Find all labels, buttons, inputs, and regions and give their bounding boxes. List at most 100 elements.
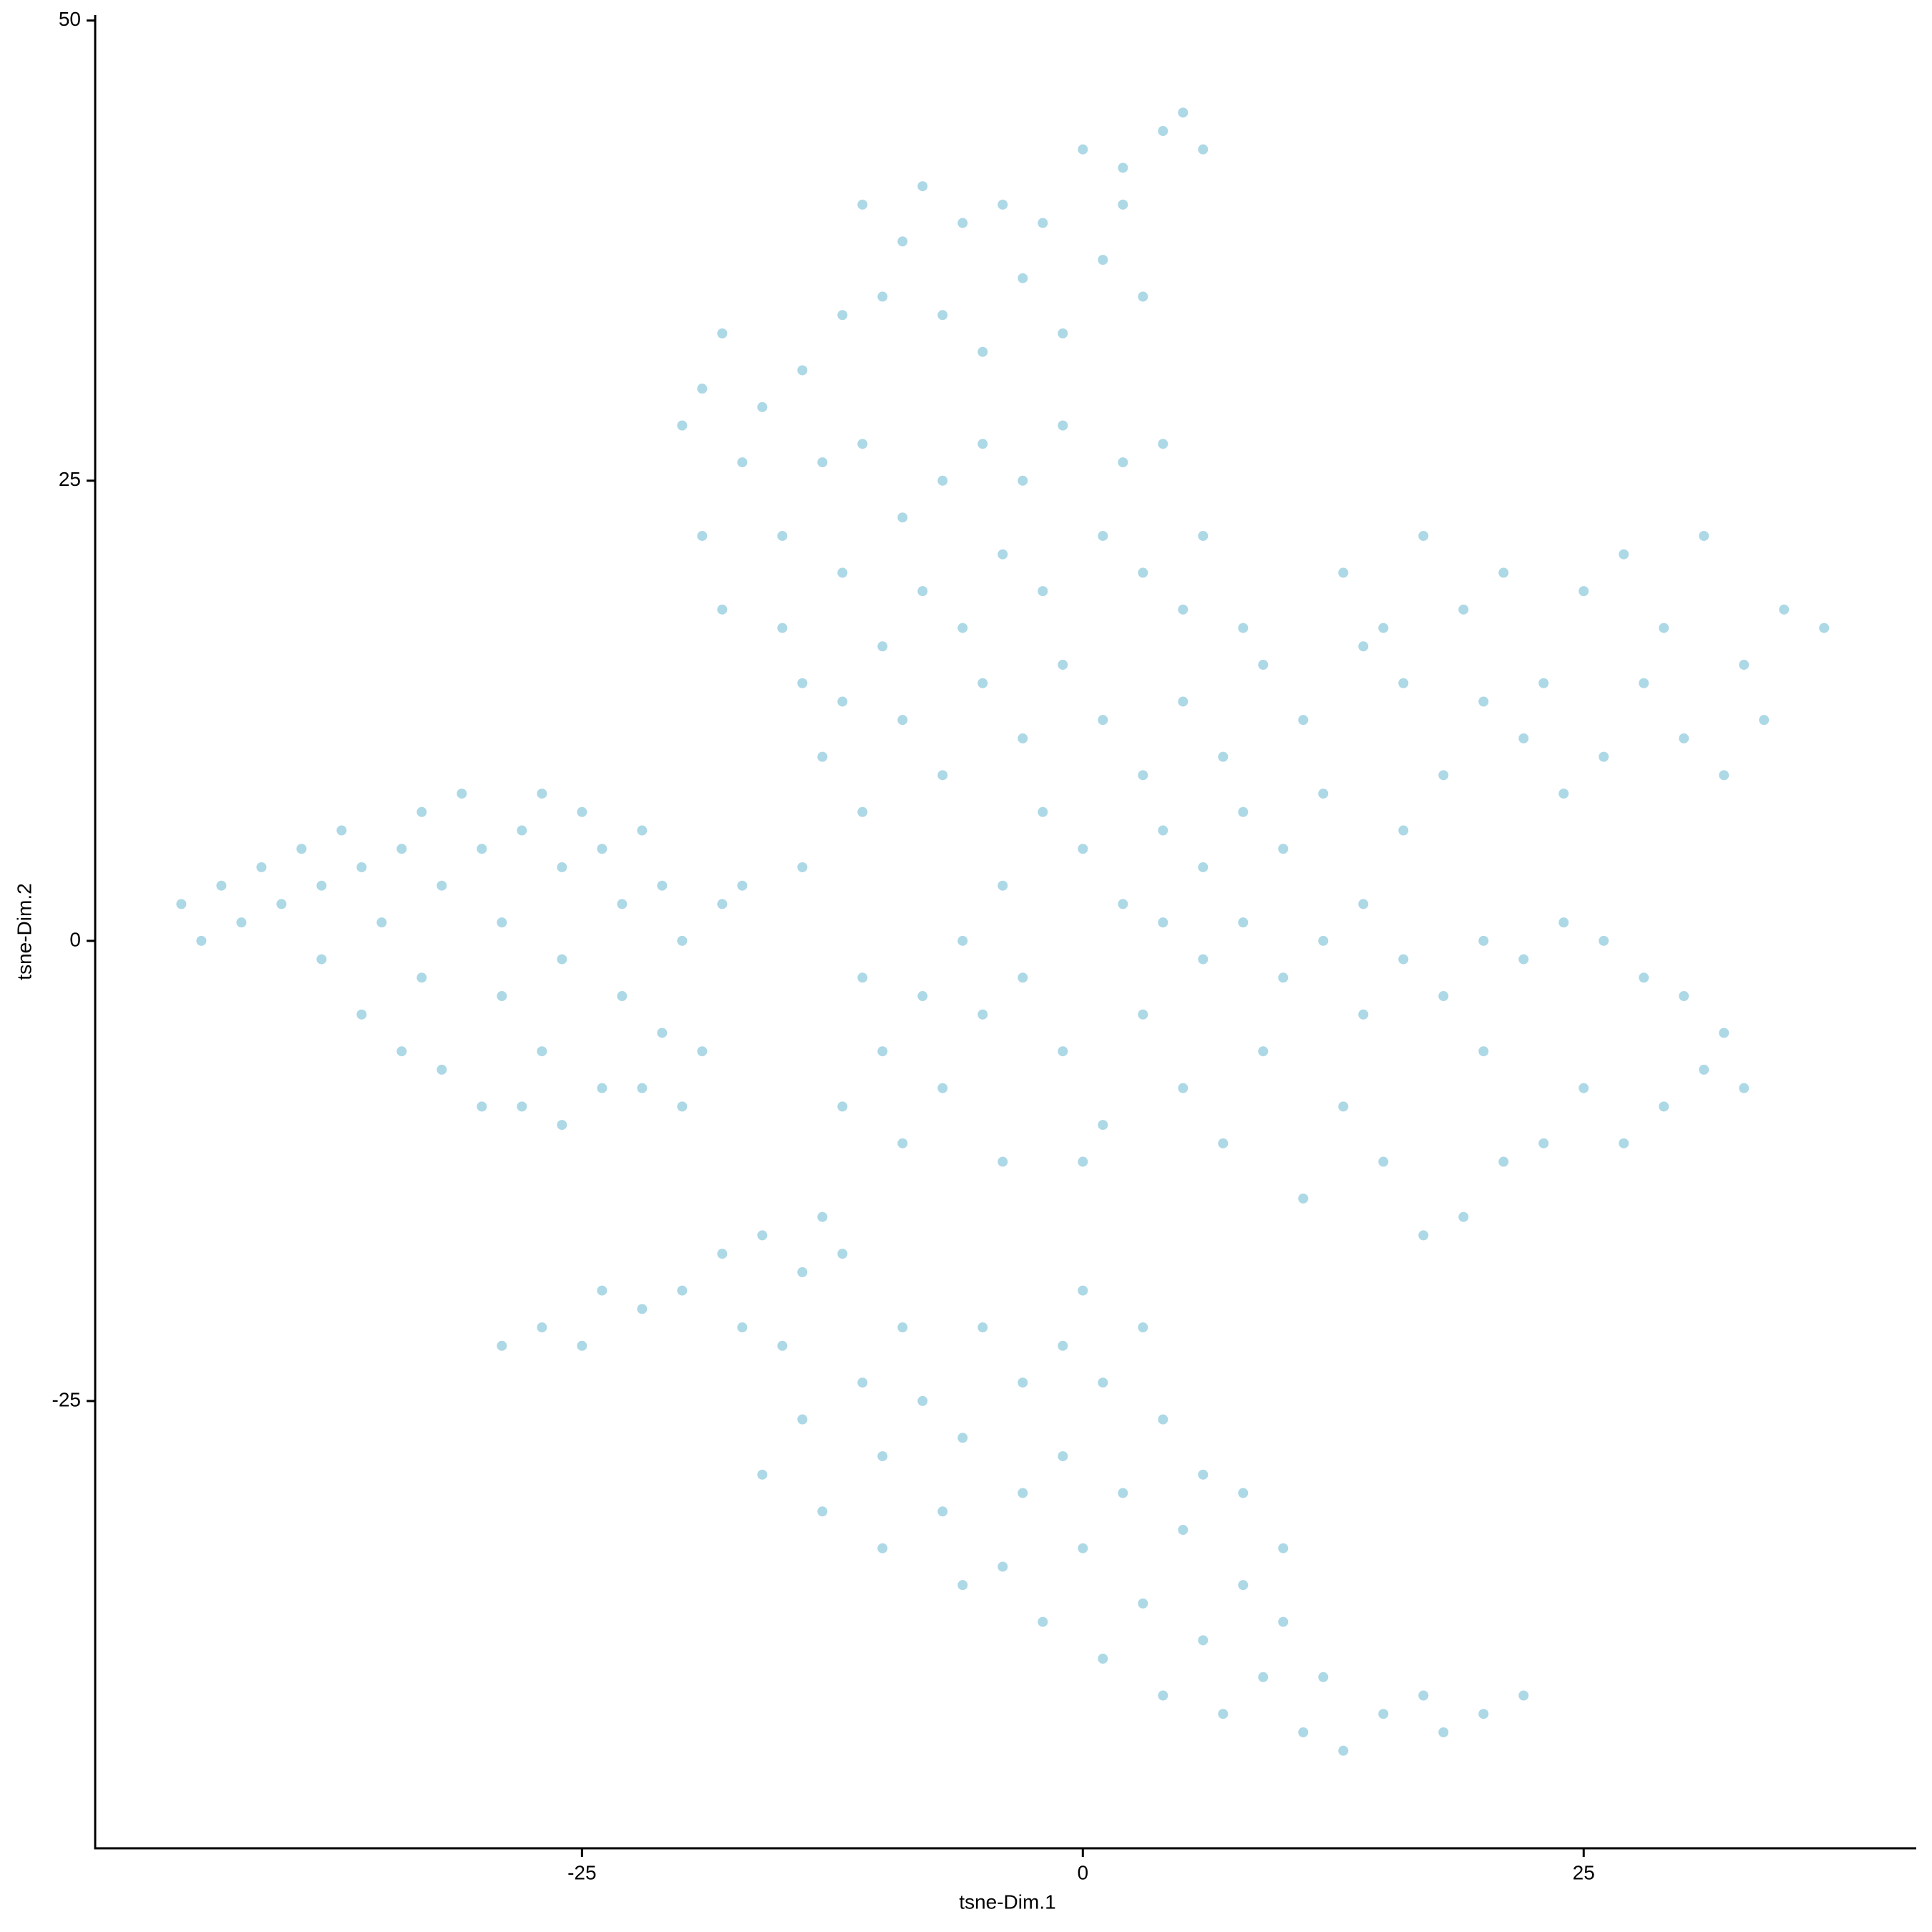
point: [316, 954, 327, 965]
point: [1258, 1672, 1269, 1682]
point: [1198, 954, 1209, 965]
point: [977, 678, 988, 688]
point: [817, 1211, 828, 1222]
point: [1418, 1230, 1429, 1241]
point: [957, 218, 968, 228]
point: [1278, 1543, 1289, 1553]
point: [1558, 917, 1569, 928]
y-tick-label: 25: [59, 468, 81, 490]
point: [1278, 844, 1289, 854]
point: [1498, 1156, 1509, 1167]
point: [597, 844, 608, 854]
point: [837, 696, 848, 707]
point: [597, 1083, 608, 1093]
point: [416, 806, 427, 817]
point: [1358, 1009, 1369, 1020]
point: [1238, 806, 1249, 817]
point: [1418, 530, 1429, 541]
y-tick-label: -25: [52, 1388, 81, 1410]
point: [1579, 1083, 1589, 1093]
point: [777, 1340, 788, 1351]
point: [697, 1046, 708, 1057]
point: [857, 1377, 868, 1388]
point: [1478, 935, 1489, 946]
point: [1158, 126, 1169, 137]
point: [1298, 1727, 1309, 1737]
point: [1619, 549, 1629, 560]
point: [1098, 530, 1108, 541]
point: [717, 899, 728, 909]
point: [777, 530, 788, 541]
point: [857, 439, 868, 449]
point: [997, 1561, 1008, 1572]
point: [897, 512, 908, 523]
point: [1058, 660, 1068, 670]
point: [1118, 899, 1128, 909]
point: [1599, 751, 1609, 762]
point: [1298, 1193, 1309, 1204]
point: [917, 181, 928, 192]
point: [517, 825, 527, 836]
point: [1178, 696, 1189, 707]
point: [717, 328, 728, 339]
point: [1178, 1524, 1189, 1535]
point: [1699, 1064, 1709, 1075]
point: [1238, 917, 1249, 928]
point: [837, 1249, 848, 1259]
point: [1378, 1156, 1389, 1167]
point: [997, 880, 1008, 891]
point: [1599, 935, 1609, 946]
point: [657, 880, 668, 891]
point: [1438, 991, 1449, 1002]
point: [1058, 1046, 1068, 1057]
point: [837, 1101, 848, 1112]
point: [1038, 1616, 1048, 1627]
point: [577, 1340, 587, 1351]
point: [937, 1083, 948, 1093]
point: [1258, 1046, 1269, 1057]
point: [1438, 770, 1449, 781]
point: [1518, 733, 1529, 743]
point: [777, 623, 788, 633]
point: [637, 825, 648, 836]
point: [617, 899, 628, 909]
point: [557, 954, 567, 965]
point: [857, 199, 868, 210]
point: [1218, 1138, 1229, 1148]
point: [1098, 1654, 1108, 1664]
point: [356, 1009, 367, 1020]
point: [817, 751, 828, 762]
point: [1018, 733, 1028, 743]
point: [1478, 1046, 1489, 1057]
point: [1378, 1709, 1389, 1719]
point: [1078, 1285, 1088, 1296]
point: [1739, 1083, 1750, 1093]
point: [537, 789, 547, 799]
point: [1098, 1120, 1108, 1131]
x-tick-label: 25: [1573, 1861, 1595, 1883]
point: [1218, 1709, 1229, 1719]
y-tick-label: 50: [59, 8, 81, 30]
point: [957, 1433, 968, 1443]
point: [857, 806, 868, 817]
point: [937, 475, 948, 486]
point: [797, 862, 808, 872]
point: [1158, 439, 1169, 449]
point: [757, 1230, 768, 1241]
point: [497, 917, 507, 928]
point: [877, 291, 888, 302]
point: [817, 1506, 828, 1517]
point: [957, 935, 968, 946]
point: [1458, 604, 1469, 615]
point: [677, 1285, 688, 1296]
point: [1058, 1340, 1068, 1351]
point: [1478, 1709, 1489, 1719]
point: [917, 991, 928, 1002]
point: [1679, 991, 1689, 1002]
point: [1198, 862, 1209, 872]
point: [577, 806, 587, 817]
point: [236, 917, 247, 928]
point: [1679, 733, 1689, 743]
point: [1098, 1377, 1108, 1388]
